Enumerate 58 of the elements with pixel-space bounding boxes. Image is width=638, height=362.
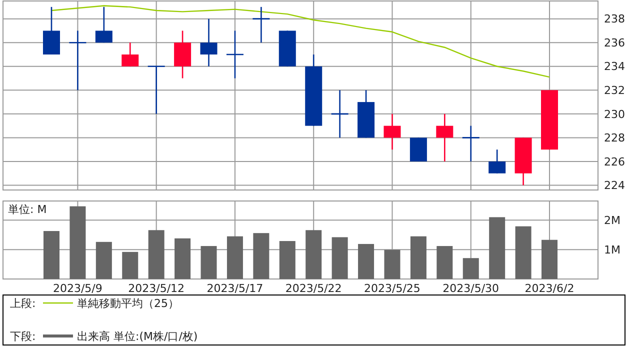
x-tick-label: 2023/5/22 [285,282,342,295]
text: 上段: [10,296,36,310]
candlestick [174,30,192,79]
y-tick-label: 236 [604,36,625,50]
y-tick-label: 228 [604,132,625,145]
candlestick [95,6,112,44]
candlestick [462,125,480,162]
bar [70,206,86,279]
bar [436,246,453,279]
y-tick-label: 234 [604,60,625,74]
y-tick-label: 230 [604,108,625,121]
y-tick-label: 238 [604,12,625,26]
candlestick [252,6,270,44]
bar [515,226,532,279]
candlestick [147,66,166,115]
bar [226,236,243,279]
x-tick-label: 2023/5/25 [364,282,420,295]
candlestick [410,137,427,162]
y-tick-label: 232 [604,84,625,97]
x-tick-label: 2023/5/17 [206,282,264,295]
y-tick-label: 1M [604,243,620,256]
bar [200,246,217,279]
candlestick [122,42,139,68]
candlestick [330,90,349,138]
candlestick [68,30,87,91]
bar [43,231,60,279]
x-tick-label: 2023/5/30 [442,282,500,295]
bar [253,233,270,279]
candlestick [488,148,506,174]
x-tick-label: 2023/5/9 [53,282,102,295]
bar [279,241,296,279]
x-tick-label: 2023/5/12 [128,282,185,295]
text: 下段: [10,330,36,343]
bar [332,237,348,279]
bar [384,250,400,279]
bar [358,244,374,279]
x-tick-label: 2023/6/2 [524,282,574,295]
bar [542,240,558,279]
bar [122,252,138,279]
legend-label: 出来高 単位:(M株/口/枚) [77,330,198,343]
candlestick [42,6,60,56]
bar [306,230,322,279]
candlestick [226,30,244,79]
bar [489,217,506,279]
line-series [50,5,550,78]
bar [148,230,164,279]
legend-label: 単純移動平均（25） [77,296,179,310]
y-tick-label: 2M [604,214,620,227]
bar [174,238,191,279]
y-tick-label: 224 [604,179,625,192]
candlestick [436,113,454,162]
candlestick [384,113,401,150]
annotation: 単位: M [8,203,47,216]
y-tick-label: 226 [604,155,625,168]
candlestick [200,18,218,68]
bar [96,242,112,279]
bar [462,258,479,279]
bar [410,236,426,279]
